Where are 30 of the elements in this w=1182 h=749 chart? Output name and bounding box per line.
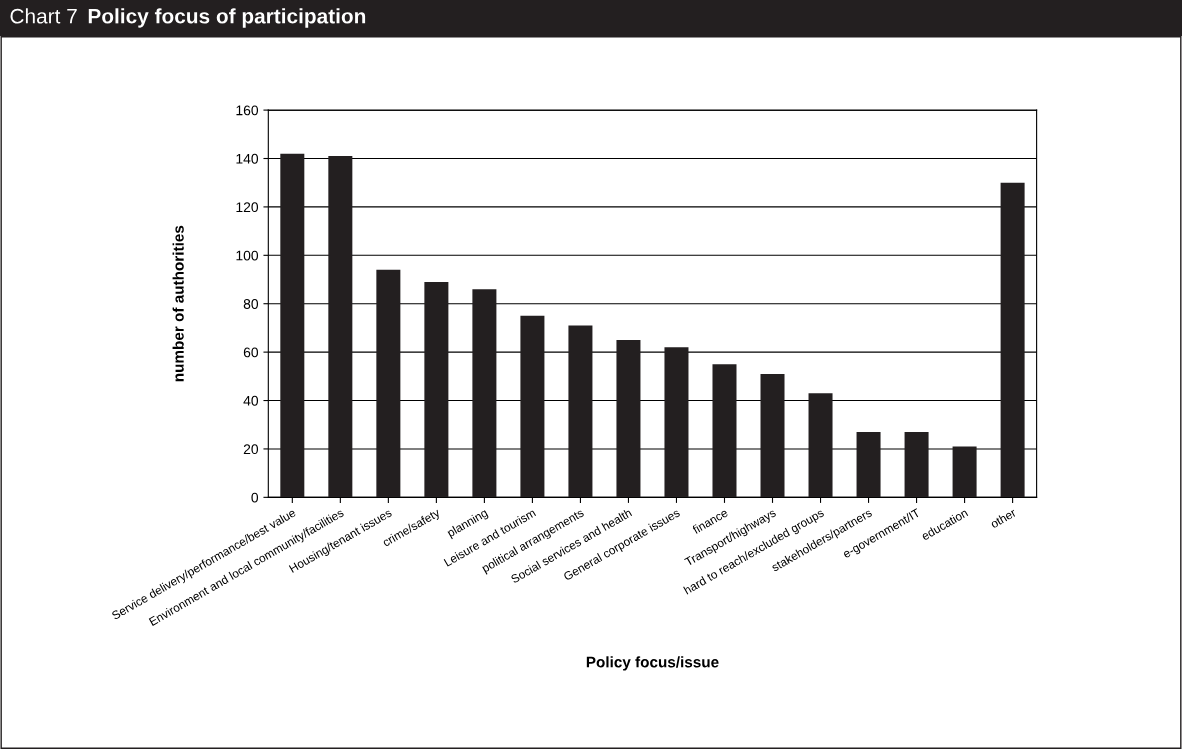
y-tick-label: 80 bbox=[243, 299, 259, 309]
bar bbox=[616, 340, 641, 498]
y-tick-label: 100 bbox=[236, 250, 259, 261]
bar bbox=[568, 325, 593, 498]
x-tick-label: other bbox=[989, 507, 1017, 529]
y-tick-label: 140 bbox=[236, 153, 259, 164]
bar bbox=[280, 153, 305, 498]
bar bbox=[472, 289, 497, 498]
x-axis-title: Policy focus/issue bbox=[586, 656, 719, 671]
bar bbox=[424, 281, 449, 498]
y-tick-label: 0 bbox=[251, 492, 259, 503]
bar bbox=[760, 373, 785, 498]
y-tick-label: 60 bbox=[243, 347, 259, 358]
bar bbox=[376, 269, 401, 498]
bar bbox=[328, 156, 353, 498]
y-axis-title: number of authorities bbox=[172, 225, 184, 382]
bar bbox=[952, 446, 977, 498]
y-tick-label: 120 bbox=[236, 202, 259, 213]
bar bbox=[904, 431, 929, 498]
bar bbox=[664, 347, 689, 498]
bar bbox=[1000, 182, 1025, 498]
chart-subtitle: Policy focus of participation bbox=[88, 8, 366, 28]
bar bbox=[808, 393, 833, 498]
bar bbox=[712, 364, 737, 498]
bar bbox=[856, 431, 881, 498]
text: Chart 7 bbox=[10, 8, 77, 24]
y-tick-label: 40 bbox=[243, 395, 259, 406]
y-tick-label: 20 bbox=[243, 444, 259, 455]
y-tick-label: 160 bbox=[236, 105, 259, 116]
bar bbox=[520, 315, 545, 498]
